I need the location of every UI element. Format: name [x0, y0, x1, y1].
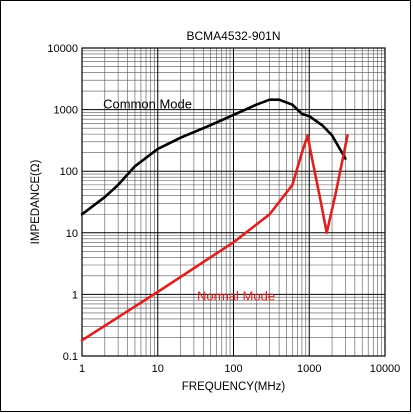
y-axis-label: IMPEDANCE(Ω): [30, 160, 42, 245]
y-tick-label: 100: [60, 166, 78, 178]
chart-title: BCMA4532-901N: [186, 29, 280, 43]
x-tick-label: 10: [152, 363, 164, 375]
series-line-normal-mode: [80, 134, 349, 342]
series-label-common-mode: Common Mode: [103, 96, 192, 111]
x-tick-label: 100: [224, 363, 242, 375]
x-tick-label: 1: [79, 363, 85, 375]
series-label-normal-mode: Normal Mode: [197, 288, 275, 303]
y-tick-label: 10: [66, 228, 78, 240]
x-tick-label: 10000: [370, 363, 401, 375]
y-tick-label: 10000: [47, 43, 78, 55]
x-axis-label: FREQUENCY(MHz): [182, 381, 286, 393]
x-tick-label: 1000: [297, 363, 321, 375]
plot-area-border: [81, 47, 386, 357]
y-tick-label: 0.1: [63, 351, 78, 363]
y-tick-label: 1: [72, 289, 78, 301]
y-tick-label: 1000: [54, 105, 78, 117]
series-line-common-mode: [80, 98, 347, 216]
